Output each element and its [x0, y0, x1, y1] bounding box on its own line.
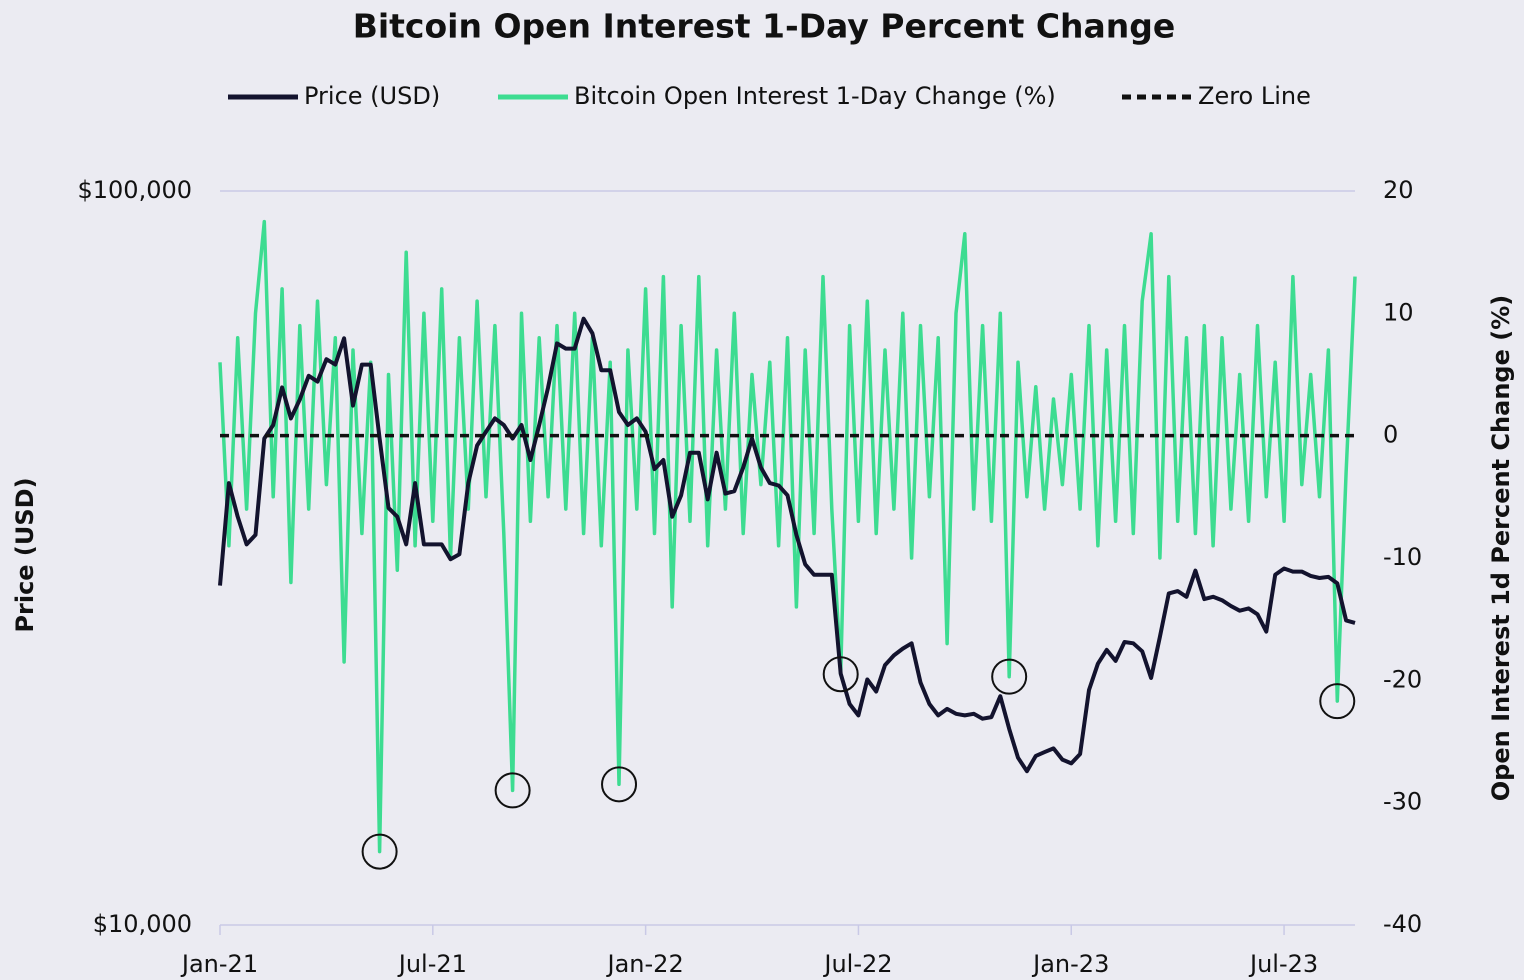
series-line [218, 219, 1357, 854]
legend-label: Zero Line [1198, 82, 1311, 110]
x-tick-label: Jan-22 [606, 950, 684, 978]
y2-tick-label: -30 [1383, 788, 1422, 816]
y-tick-label: $100,000 [77, 176, 192, 204]
series-line [218, 316, 1356, 774]
x-tick-label: Jan-21 [180, 950, 258, 978]
y2-tick-label: 20 [1383, 176, 1414, 204]
legend-label: Bitcoin Open Interest 1-Day Change (%) [574, 82, 1056, 110]
x-tick-label: Jul-21 [397, 950, 467, 978]
y-tick-label: $10,000 [93, 910, 192, 938]
highlight-circle [822, 656, 859, 693]
legend-label: Price (USD) [304, 82, 440, 110]
highlight-circle [494, 772, 531, 809]
highlight-circle [1319, 683, 1356, 720]
y2-tick-label: -40 [1383, 910, 1422, 938]
y2-tick-label: 10 [1383, 298, 1414, 326]
highlight-circle [361, 833, 398, 870]
y2-tick-label: 0 [1383, 421, 1398, 449]
y2-tick-label: -10 [1383, 543, 1422, 571]
x-tick-label: Jan-23 [1031, 950, 1109, 978]
highlight-circle [991, 658, 1028, 695]
y2-axis-label: Open Interest 1d Percent Change (%) [1487, 295, 1515, 801]
x-tick-label: Jul-22 [822, 950, 892, 978]
highlight-circle [601, 766, 638, 803]
y-axis-label: Price (USD) [11, 477, 39, 632]
x-tick-label: Jul-23 [1248, 950, 1318, 978]
y2-tick-label: -20 [1383, 665, 1422, 693]
chart-title: Bitcoin Open Interest 1-Day Percent Chan… [353, 7, 1176, 46]
